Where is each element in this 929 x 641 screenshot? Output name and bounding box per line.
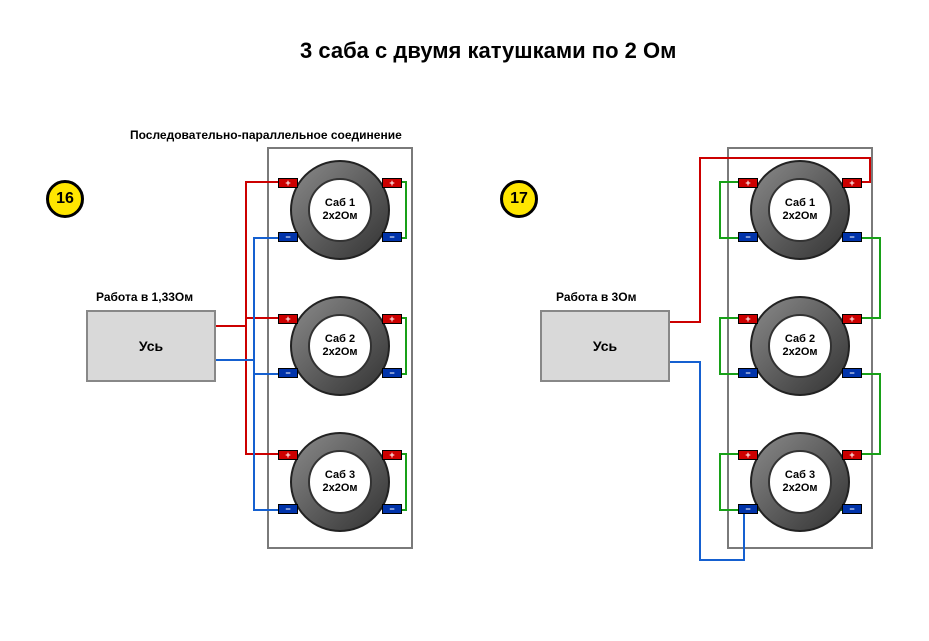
subwoofer-16-1: Саб 1 2x2Ом + + − − (290, 160, 390, 260)
terminal-pos-icon: + (738, 314, 758, 324)
amp-mode-label-16: Работа в 1,33Ом (96, 290, 193, 304)
sub-label: Саб 1 2x2Ом (768, 178, 832, 242)
terminal-neg-icon: − (842, 368, 862, 378)
terminal-neg-icon: − (278, 504, 298, 514)
diagram-subtitle-16: Последовательно-параллельное соединение (130, 128, 402, 142)
subwoofer-16-2: Саб 2 2x2Ом + + − − (290, 296, 390, 396)
terminal-neg-icon: − (382, 368, 402, 378)
subwoofer-16-3: Саб 3 2x2Ом + + − − (290, 432, 390, 532)
badge-number: 17 (510, 190, 528, 208)
badge-number: 16 (56, 190, 74, 208)
terminal-pos-icon: + (382, 178, 402, 188)
subwoofer-17-3: Саб 3 2x2Ом + + − − (750, 432, 850, 532)
terminal-pos-icon: + (842, 450, 862, 460)
terminal-pos-icon: + (842, 314, 862, 324)
terminal-pos-icon: + (382, 314, 402, 324)
sub-impedance: 2x2Ом (322, 210, 357, 223)
sub-impedance: 2x2Ом (322, 346, 357, 359)
sub-name: Саб 1 (325, 197, 355, 210)
sub-name: Саб 1 (785, 197, 815, 210)
sub-impedance: 2x2Ом (782, 210, 817, 223)
terminal-neg-icon: − (382, 232, 402, 242)
amp-label: Усь (139, 338, 163, 354)
sub-name: Саб 3 (785, 469, 815, 482)
terminal-neg-icon: − (382, 504, 402, 514)
terminal-pos-icon: + (278, 178, 298, 188)
terminal-pos-icon: + (738, 450, 758, 460)
terminal-neg-icon: − (738, 368, 758, 378)
terminal-neg-icon: − (738, 232, 758, 242)
terminal-pos-icon: + (278, 314, 298, 324)
terminal-neg-icon: − (278, 232, 298, 242)
sub-impedance: 2x2Ом (782, 482, 817, 495)
diagram-badge-17: 17 (500, 180, 538, 218)
amplifier-17: Усь (540, 310, 670, 382)
terminal-neg-icon: − (842, 232, 862, 242)
terminal-neg-icon: − (278, 368, 298, 378)
terminal-pos-icon: + (382, 450, 402, 460)
sub-label: Саб 2 2x2Ом (768, 314, 832, 378)
terminal-neg-icon: − (842, 504, 862, 514)
sub-name: Саб 3 (325, 469, 355, 482)
terminal-pos-icon: + (278, 450, 298, 460)
sub-label: Саб 2 2x2Ом (308, 314, 372, 378)
sub-label: Саб 3 2x2Ом (308, 450, 372, 514)
amp-label: Усь (593, 338, 617, 354)
sub-label: Саб 1 2x2Ом (308, 178, 372, 242)
amp-mode-label-17: Работа в 3Ом (556, 290, 636, 304)
diagram-badge-16: 16 (46, 180, 84, 218)
amplifier-16: Усь (86, 310, 216, 382)
terminal-neg-icon: − (738, 504, 758, 514)
terminal-pos-icon: + (842, 178, 862, 188)
sub-name: Саб 2 (325, 333, 355, 346)
sub-impedance: 2x2Ом (322, 482, 357, 495)
terminal-pos-icon: + (738, 178, 758, 188)
sub-name: Саб 2 (785, 333, 815, 346)
subwoofer-17-2: Саб 2 2x2Ом + + − − (750, 296, 850, 396)
sub-label: Саб 3 2x2Ом (768, 450, 832, 514)
subwoofer-17-1: Саб 1 2x2Ом + + − − (750, 160, 850, 260)
page-title: 3 саба с двумя катушками по 2 Ом (300, 38, 676, 64)
sub-impedance: 2x2Ом (782, 346, 817, 359)
